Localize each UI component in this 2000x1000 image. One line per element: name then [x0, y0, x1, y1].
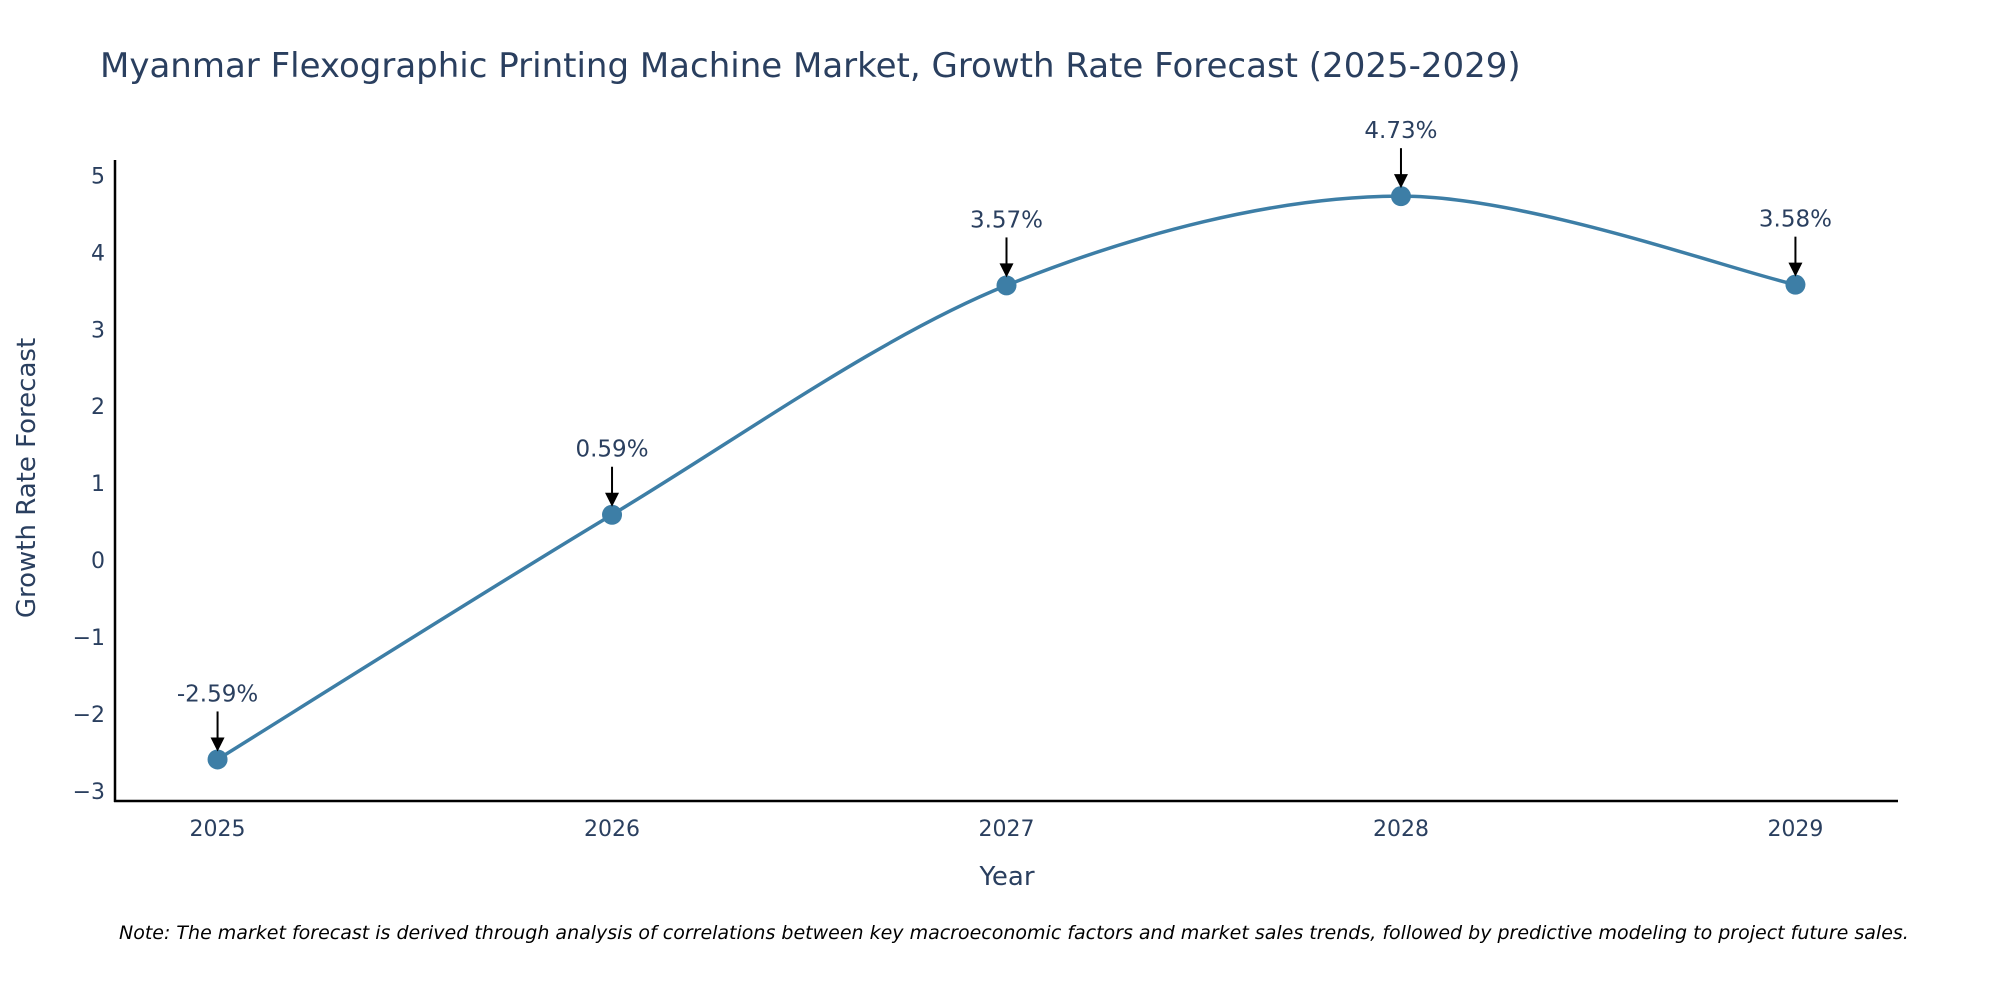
data-point [1390, 186, 1411, 207]
footnote: Note: The market forecast is derived thr… [119, 922, 1909, 944]
data-labels: -2.59% 0.59% 3.57% 4.73% 3.58% [177, 118, 1832, 752]
x-tick-label: 2028 [1373, 817, 1429, 842]
annotation-arrow-head [1393, 174, 1408, 189]
annotation-arrow-head [605, 492, 620, 507]
y-tick-label: −3 [73, 780, 105, 805]
data-label: 3.58% [1759, 207, 1832, 233]
annotation-arrow-head [999, 263, 1014, 278]
data-label: 4.73% [1364, 118, 1437, 144]
annotation-arrow-head [1788, 262, 1803, 277]
y-tick-label: 2 [91, 395, 105, 420]
chart-title: Myanmar Flexographic Printing Machine Ma… [100, 46, 1521, 86]
data-label: 0.59% [575, 437, 648, 463]
ticks: 5 4 3 2 1 0 −1 −2 −3 2025 2026 2027 2028 2029 [73, 164, 1824, 842]
x-axis-title: Year [978, 862, 1034, 892]
x-tick-label: 2027 [979, 817, 1035, 842]
y-tick-label: −1 [73, 626, 105, 651]
data-point [602, 504, 623, 525]
series [207, 186, 1806, 770]
y-tick-label: 3 [91, 318, 105, 343]
y-tick-label: −2 [73, 703, 105, 728]
x-tick-label: 2029 [1767, 817, 1823, 842]
axes [113, 160, 1898, 803]
y-axis-title: Growth Rate Forecast [12, 338, 42, 618]
x-tick-label: 2026 [584, 817, 640, 842]
y-tick-label: 5 [91, 164, 105, 189]
y-tick-label: 0 [91, 549, 105, 574]
data-label: 3.57% [970, 207, 1043, 233]
y-tick-label: 1 [91, 472, 105, 497]
data-point [996, 275, 1017, 296]
data-point [1785, 274, 1806, 295]
y-tick-label: 4 [91, 241, 105, 266]
x-tick-label: 2025 [190, 817, 246, 842]
data-point [207, 749, 228, 770]
data-label: -2.59% [177, 681, 258, 707]
annotation-arrow-head [210, 737, 225, 752]
